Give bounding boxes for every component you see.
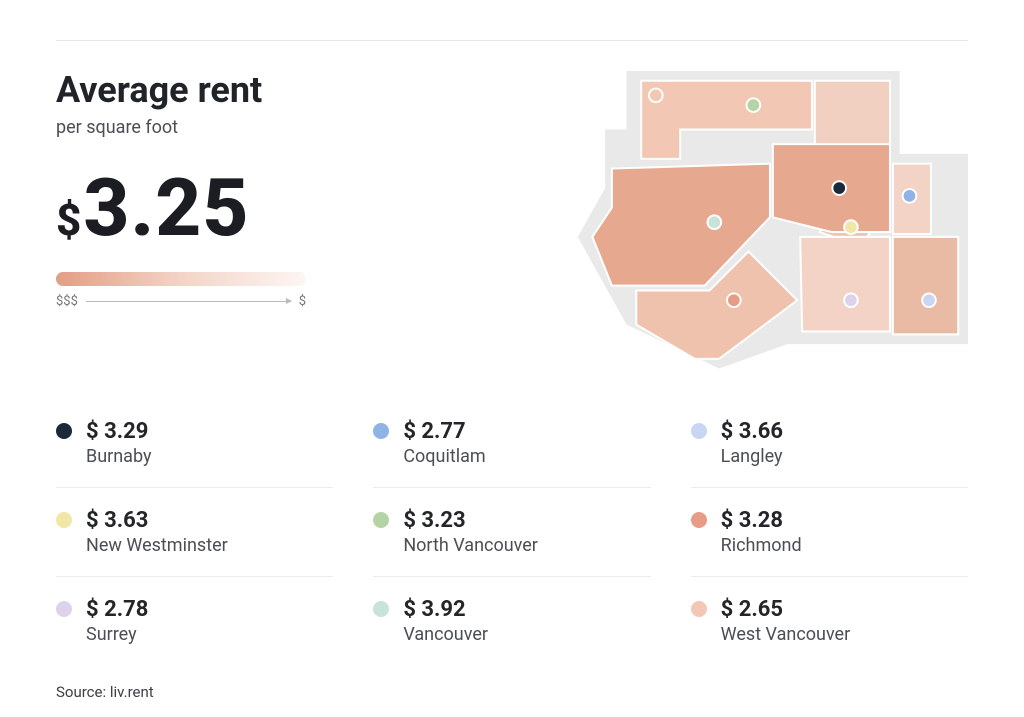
city-name: Surrey — [86, 624, 148, 645]
city-cell: $ 3.28Richmond — [691, 487, 968, 576]
city-price: $ 3.23 — [403, 508, 538, 533]
arrow-icon — [86, 301, 291, 302]
city-price: $ 2.77 — [403, 419, 485, 444]
city-dot-icon — [56, 423, 72, 439]
city-cell: $ 2.77Coquitlam — [373, 399, 650, 487]
langley-dot-icon — [922, 293, 936, 307]
city-text: $ 3.63New Westminster — [86, 508, 228, 556]
city-text: $ 2.78Surrey — [86, 597, 148, 645]
map-region-langley — [893, 237, 958, 335]
scale-high-label: $$$ — [56, 294, 78, 309]
city-text: $ 3.66Langley — [721, 419, 783, 467]
city-dot-icon — [691, 423, 707, 439]
city-dot-icon — [691, 601, 707, 617]
city-cell: $ 3.92Vancouver — [373, 576, 650, 665]
top-section: Average rent per square foot $ 3.25 $$$ … — [56, 71, 968, 369]
page-title: Average rent — [56, 71, 476, 111]
city-cell: $ 3.23North Vancouver — [373, 487, 650, 576]
scale-low-label: $ — [299, 294, 306, 309]
city-name: Burnaby — [86, 446, 152, 467]
new-westminster-dot-icon — [844, 220, 858, 234]
map-container — [516, 71, 968, 369]
city-text: $ 2.65West Vancouver — [721, 597, 851, 645]
city-price: $ 2.78 — [86, 597, 148, 622]
city-name: Vancouver — [403, 624, 488, 645]
city-cell: $ 2.78Surrey — [56, 576, 333, 665]
city-dot-icon — [56, 512, 72, 528]
city-dot-icon — [373, 601, 389, 617]
city-text: $ 3.29Burnaby — [86, 419, 152, 467]
gradient-legend-bar — [56, 272, 306, 286]
city-dot-icon — [373, 423, 389, 439]
city-price: $ 3.92 — [403, 597, 488, 622]
headline-price: $ 3.25 — [56, 168, 476, 248]
richmond-dot-icon — [727, 293, 741, 307]
city-text: $ 3.28Richmond — [721, 508, 802, 556]
city-name: Coquitlam — [403, 446, 485, 467]
region-map — [568, 71, 968, 369]
city-dot-icon — [373, 512, 389, 528]
page-subtitle: per square foot — [56, 117, 476, 138]
city-cell: $ 3.63New Westminster — [56, 487, 333, 576]
map-region-surrey — [800, 237, 890, 332]
city-text: $ 3.23North Vancouver — [403, 508, 538, 556]
city-name: Richmond — [721, 535, 802, 556]
city-text: $ 2.77Coquitlam — [403, 419, 485, 467]
city-name: North Vancouver — [403, 535, 538, 556]
burnaby-dot-icon — [832, 181, 846, 195]
city-name: West Vancouver — [721, 624, 851, 645]
city-name: New Westminster — [86, 535, 228, 556]
city-dot-icon — [691, 512, 707, 528]
city-cell: $ 3.29Burnaby — [56, 399, 333, 487]
coquitlam-dot-icon — [903, 189, 917, 203]
surrey-dot-icon — [844, 293, 858, 307]
headline-currency: $ — [56, 194, 81, 246]
infographic-panel: Average rent per square foot $ 3.25 $$$ … — [56, 40, 968, 701]
city-cell: $ 3.66Langley — [691, 399, 968, 487]
north-vancouver-dot-icon — [747, 98, 761, 112]
city-price: $ 3.28 — [721, 508, 802, 533]
city-name: Langley — [721, 446, 783, 467]
source-label: Source: liv.rent — [56, 683, 968, 701]
city-cell: $ 2.65West Vancouver — [691, 576, 968, 665]
headline-value: 3.25 — [83, 168, 249, 248]
city-price-grid: $ 3.29Burnaby $ 2.77Coquitlam $ 3.66Langle… — [56, 399, 968, 665]
gradient-legend-labels: $$$ $ — [56, 294, 306, 309]
city-dot-icon — [56, 601, 72, 617]
vancouver-dot-icon — [708, 215, 722, 229]
summary-block: Average rent per square foot $ 3.25 $$$ … — [56, 71, 476, 369]
city-price: $ 3.29 — [86, 419, 152, 444]
west-vancouver-dot-icon — [649, 89, 663, 103]
city-price: $ 3.63 — [86, 508, 228, 533]
city-text: $ 3.92Vancouver — [403, 597, 488, 645]
city-price: $ 2.65 — [721, 597, 851, 622]
city-price: $ 3.66 — [721, 419, 783, 444]
